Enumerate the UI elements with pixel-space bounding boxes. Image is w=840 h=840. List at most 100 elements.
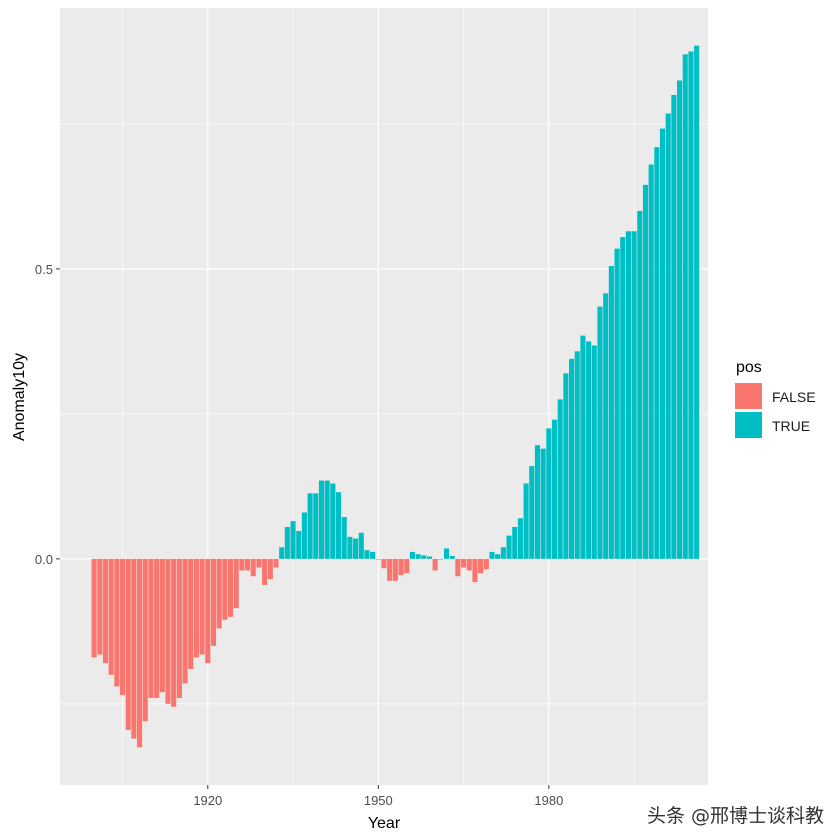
- bar-negative: [97, 558, 103, 655]
- watermark: 头条 @邢博士谈科教: [646, 805, 824, 827]
- bar-negative: [125, 558, 131, 730]
- bar-positive: [364, 550, 370, 559]
- y-tick-label: 0.5: [35, 262, 53, 277]
- legend-key-false: [735, 383, 762, 409]
- bar-negative: [387, 558, 393, 581]
- bar-positive: [529, 466, 535, 559]
- bar-positive: [540, 448, 546, 559]
- bar-negative: [466, 558, 472, 571]
- bar-negative: [273, 558, 279, 568]
- bar-positive: [370, 551, 376, 559]
- bar-positive: [301, 512, 307, 559]
- bar-positive: [421, 555, 427, 559]
- bar-positive: [438, 558, 444, 560]
- x-tick-label: 1980: [534, 793, 563, 808]
- bar-negative: [216, 558, 222, 629]
- bar-negative: [114, 558, 120, 687]
- bar-negative: [137, 558, 143, 748]
- bar-positive: [495, 554, 501, 559]
- bar-positive: [517, 518, 523, 559]
- bar-negative: [199, 558, 205, 655]
- x-axis-ticks: 1920 1950 1980: [193, 785, 563, 808]
- bar-positive: [330, 483, 336, 559]
- bar-positive: [563, 373, 569, 559]
- bar-negative: [131, 558, 137, 739]
- bar-negative: [165, 558, 171, 704]
- bar-negative: [472, 558, 478, 583]
- bar-positive: [358, 532, 364, 559]
- bar-negative: [404, 558, 410, 574]
- bar-positive: [648, 164, 654, 559]
- bar-positive: [506, 535, 512, 559]
- bar-positive: [625, 231, 631, 559]
- bar-positive: [654, 147, 660, 559]
- bar-positive: [603, 293, 609, 559]
- bar-positive: [296, 531, 302, 559]
- bar-positive: [449, 555, 455, 559]
- bar-positive: [324, 480, 330, 559]
- bar-negative: [182, 558, 188, 684]
- bar-positive: [347, 536, 353, 559]
- legend-label-false: FALSE: [772, 389, 816, 405]
- bar-positive: [290, 521, 296, 559]
- bar-negative: [108, 558, 114, 675]
- bar-positive: [353, 538, 359, 559]
- bar-negative: [119, 558, 126, 696]
- bar-positive: [597, 306, 603, 559]
- bar-positive: [608, 266, 614, 559]
- bar-positive: [512, 526, 518, 559]
- legend-title: pos: [736, 359, 762, 376]
- y-tick-label: 0.0: [35, 552, 53, 567]
- bar-positive: [682, 54, 688, 559]
- bar-positive: [659, 128, 666, 559]
- bar-negative: [154, 558, 160, 699]
- bar-negative: [148, 558, 154, 699]
- bar-negative: [250, 558, 256, 577]
- bar-negative: [233, 558, 239, 609]
- bar-positive: [688, 51, 694, 559]
- x-axis-title: Year: [368, 815, 401, 832]
- bar-negative: [142, 558, 148, 722]
- bar-positive: [614, 248, 620, 559]
- bar-positive: [307, 493, 313, 559]
- x-tick-label: 1920: [193, 793, 222, 808]
- bar-positive: [631, 231, 637, 559]
- legend-key-true: [735, 412, 762, 438]
- legend: pos FALSE TRUE: [735, 359, 816, 438]
- bar-positive: [284, 526, 290, 559]
- legend-label-true: TRUE: [772, 418, 810, 434]
- bar-negative: [256, 558, 262, 568]
- bar-negative: [432, 558, 438, 571]
- bar-negative: [91, 558, 97, 658]
- bar-positive: [409, 551, 415, 559]
- bar-positive: [671, 94, 677, 559]
- bar-positive: [375, 558, 381, 560]
- bar-positive: [677, 80, 683, 559]
- bar-positive: [586, 341, 592, 559]
- bar-positive: [694, 45, 700, 559]
- bar-negative: [245, 558, 251, 571]
- bar-negative: [210, 558, 217, 646]
- bar-negative: [239, 558, 245, 571]
- y-axis-title: Anomaly10y: [11, 353, 28, 441]
- bar-positive: [620, 237, 626, 559]
- bar-negative: [455, 558, 461, 577]
- bar-negative: [171, 558, 177, 707]
- x-tick-label: 1950: [364, 793, 393, 808]
- bar-positive: [523, 483, 529, 559]
- bar-positive: [642, 184, 649, 559]
- bar-positive: [313, 493, 319, 559]
- bar-negative: [483, 558, 489, 570]
- bar-negative: [398, 558, 404, 576]
- bar-positive: [569, 358, 575, 559]
- bar-positive: [279, 547, 285, 559]
- bar-negative: [205, 558, 211, 664]
- bar-negative: [267, 558, 273, 580]
- bar-negative: [478, 558, 484, 574]
- bar-negative: [176, 558, 182, 699]
- bar-positive: [443, 548, 450, 559]
- bar-positive: [637, 210, 643, 559]
- bar-positive: [574, 351, 580, 559]
- bar-positive: [546, 428, 552, 559]
